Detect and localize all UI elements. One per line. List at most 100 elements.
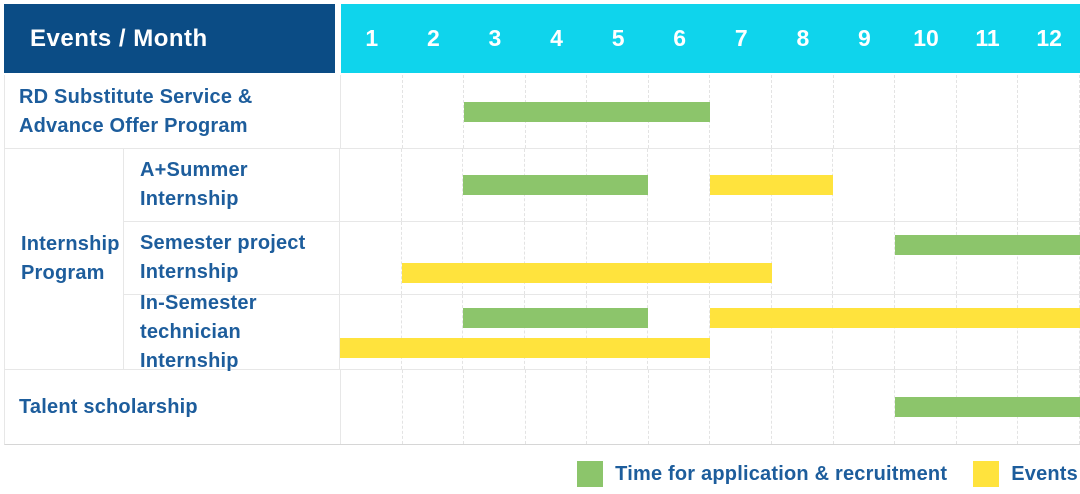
month-grid-cell — [648, 149, 711, 221]
row-label-text: In-Semester technician Internship — [140, 291, 257, 372]
group-label-text: Internship Program — [21, 233, 120, 284]
month-grid-cell — [526, 370, 588, 444]
gantt-bar-events — [401, 263, 772, 283]
gantt-bar-recruitment — [463, 308, 649, 328]
month-grid-cell — [772, 222, 834, 294]
corner-header-label: Events / Month — [30, 24, 208, 52]
month-grid-cell — [648, 222, 711, 294]
gantt-bar-recruitment — [895, 397, 1080, 417]
month-grid-cell — [341, 75, 403, 148]
events-month-table: Events / Month 1 2 3 4 5 6 7 8 9 10 11 12 RD Substi… — [4, 4, 1080, 445]
month-grid-cell — [833, 222, 896, 294]
gantt-track-talent-scholarship — [341, 370, 1080, 444]
legend-swatch-events — [973, 461, 1000, 487]
row-label-rd-substitute: RD Substitute Service & Advance Offer Pr… — [5, 75, 341, 148]
gantt-bar-events — [710, 175, 834, 195]
month-grid-cell — [833, 149, 896, 221]
month-grid-cell — [957, 149, 1019, 221]
legend-label-events: Events — [1011, 462, 1078, 485]
month-grid-cell — [587, 295, 649, 369]
month-grid-cell — [834, 75, 896, 148]
month-grid-cell — [649, 370, 711, 444]
gantt-bar-events — [710, 308, 1080, 328]
row-label-in-semester: In-Semester technician Internship — [124, 292, 340, 372]
month-grid-cell — [587, 370, 649, 444]
legend-swatch-recruitment — [577, 461, 604, 487]
month-grid-cell — [895, 222, 957, 294]
month-header-cell: 8 — [796, 25, 810, 51]
row-label-text: Semester project Internship — [140, 232, 306, 283]
row-label-text: RD Substitute Service & Advance Offer Pr… — [19, 85, 253, 137]
month-grid-cell — [402, 149, 464, 221]
gantt-bar-recruitment — [895, 235, 1080, 255]
month-grid-cell — [340, 222, 402, 294]
month-header-cell: 3 — [488, 25, 502, 51]
gantt-bar-events — [340, 338, 710, 358]
month-grid-cell — [1018, 295, 1080, 369]
group-label-internship-program: Internship Program — [5, 149, 124, 369]
row-label-a-summer: A+Summer Internship — [124, 149, 340, 221]
month-grid-cell — [340, 295, 402, 369]
month-grid-cell — [895, 149, 957, 221]
table-row-rd-substitute: RD Substitute Service & Advance Offer Pr… — [5, 75, 1080, 148]
month-header-cell: 11 — [975, 25, 1000, 51]
month-grid-cell — [463, 295, 526, 369]
corner-header-cell: Events / Month — [4, 4, 335, 73]
month-header-strip: 1 2 3 4 5 6 7 8 9 10 11 12 — [341, 4, 1080, 73]
month-grid-cell — [648, 295, 711, 369]
month-grid-cell — [341, 370, 403, 444]
table-row-in-semester: In-Semester technician Internship — [124, 292, 1080, 372]
row-label-semester-project: Semester project Internship — [124, 222, 340, 294]
month-grid-cell — [1018, 222, 1080, 294]
month-grid-cell — [772, 295, 834, 369]
month-grid-cell — [895, 295, 957, 369]
month-grid-cell — [957, 295, 1019, 369]
month-header-cell: 5 — [611, 25, 625, 51]
gantt-bar-recruitment — [464, 101, 711, 122]
month-grid-cell — [463, 222, 526, 294]
row-label-text: Talent scholarship — [19, 395, 198, 418]
month-grid-cell — [834, 370, 896, 444]
month-grid-cell — [833, 295, 896, 369]
month-grid-cell — [772, 370, 834, 444]
month-header-cell: 7 — [734, 25, 748, 51]
month-grid-cell — [340, 149, 402, 221]
month-grid-cell — [772, 75, 834, 148]
month-header-cell: 9 — [858, 25, 871, 51]
gantt-track-in-semester — [340, 295, 1080, 369]
month-grid-cell — [1018, 149, 1080, 221]
month-grid-cell — [710, 295, 772, 369]
month-header-cell: 6 — [673, 25, 687, 51]
month-grid-cell — [895, 75, 957, 148]
internship-program-subrows: A+Summer Internship Semester project Int… — [124, 149, 1080, 372]
month-grid-cell — [403, 370, 465, 444]
legend: Time for application & recruitment Event… — [577, 459, 1078, 489]
month-grid-cell — [957, 75, 1019, 148]
month-grid-cell — [402, 295, 464, 369]
table-row-talent-scholarship: Talent scholarship — [5, 369, 1080, 444]
gantt-track-rd-substitute — [341, 75, 1080, 148]
month-grid-cell — [587, 222, 649, 294]
month-header-cell: 12 — [1036, 25, 1062, 51]
month-grid-cell — [1018, 75, 1080, 148]
month-grid-cell — [403, 75, 465, 148]
month-grid-cell — [710, 222, 772, 294]
month-grid-cell — [957, 222, 1019, 294]
month-header-cell: 10 — [913, 25, 939, 51]
internship-program-group: Internship Program A+Summer Internship S… — [5, 148, 1080, 372]
month-header-cell: 1 — [365, 25, 379, 51]
month-grid-cell — [402, 222, 464, 294]
row-label-text: A+Summer Internship — [140, 159, 248, 210]
month-grid-cell — [710, 75, 773, 148]
table-header-row: Events / Month 1 2 3 4 5 6 7 8 9 10 11 12 — [4, 4, 1080, 73]
gantt-bar-recruitment — [463, 175, 649, 195]
month-header-cell: 4 — [550, 25, 563, 51]
table-row-a-summer: A+Summer Internship — [124, 149, 1080, 221]
month-grid-cell — [464, 370, 526, 444]
gantt-track-semester-project — [340, 222, 1080, 294]
month-grid-cell — [710, 370, 773, 444]
table-body: RD Substitute Service & Advance Offer Pr… — [4, 75, 1080, 445]
table-row-semester-project: Semester project Internship — [124, 221, 1080, 294]
month-grid-cell — [525, 222, 587, 294]
